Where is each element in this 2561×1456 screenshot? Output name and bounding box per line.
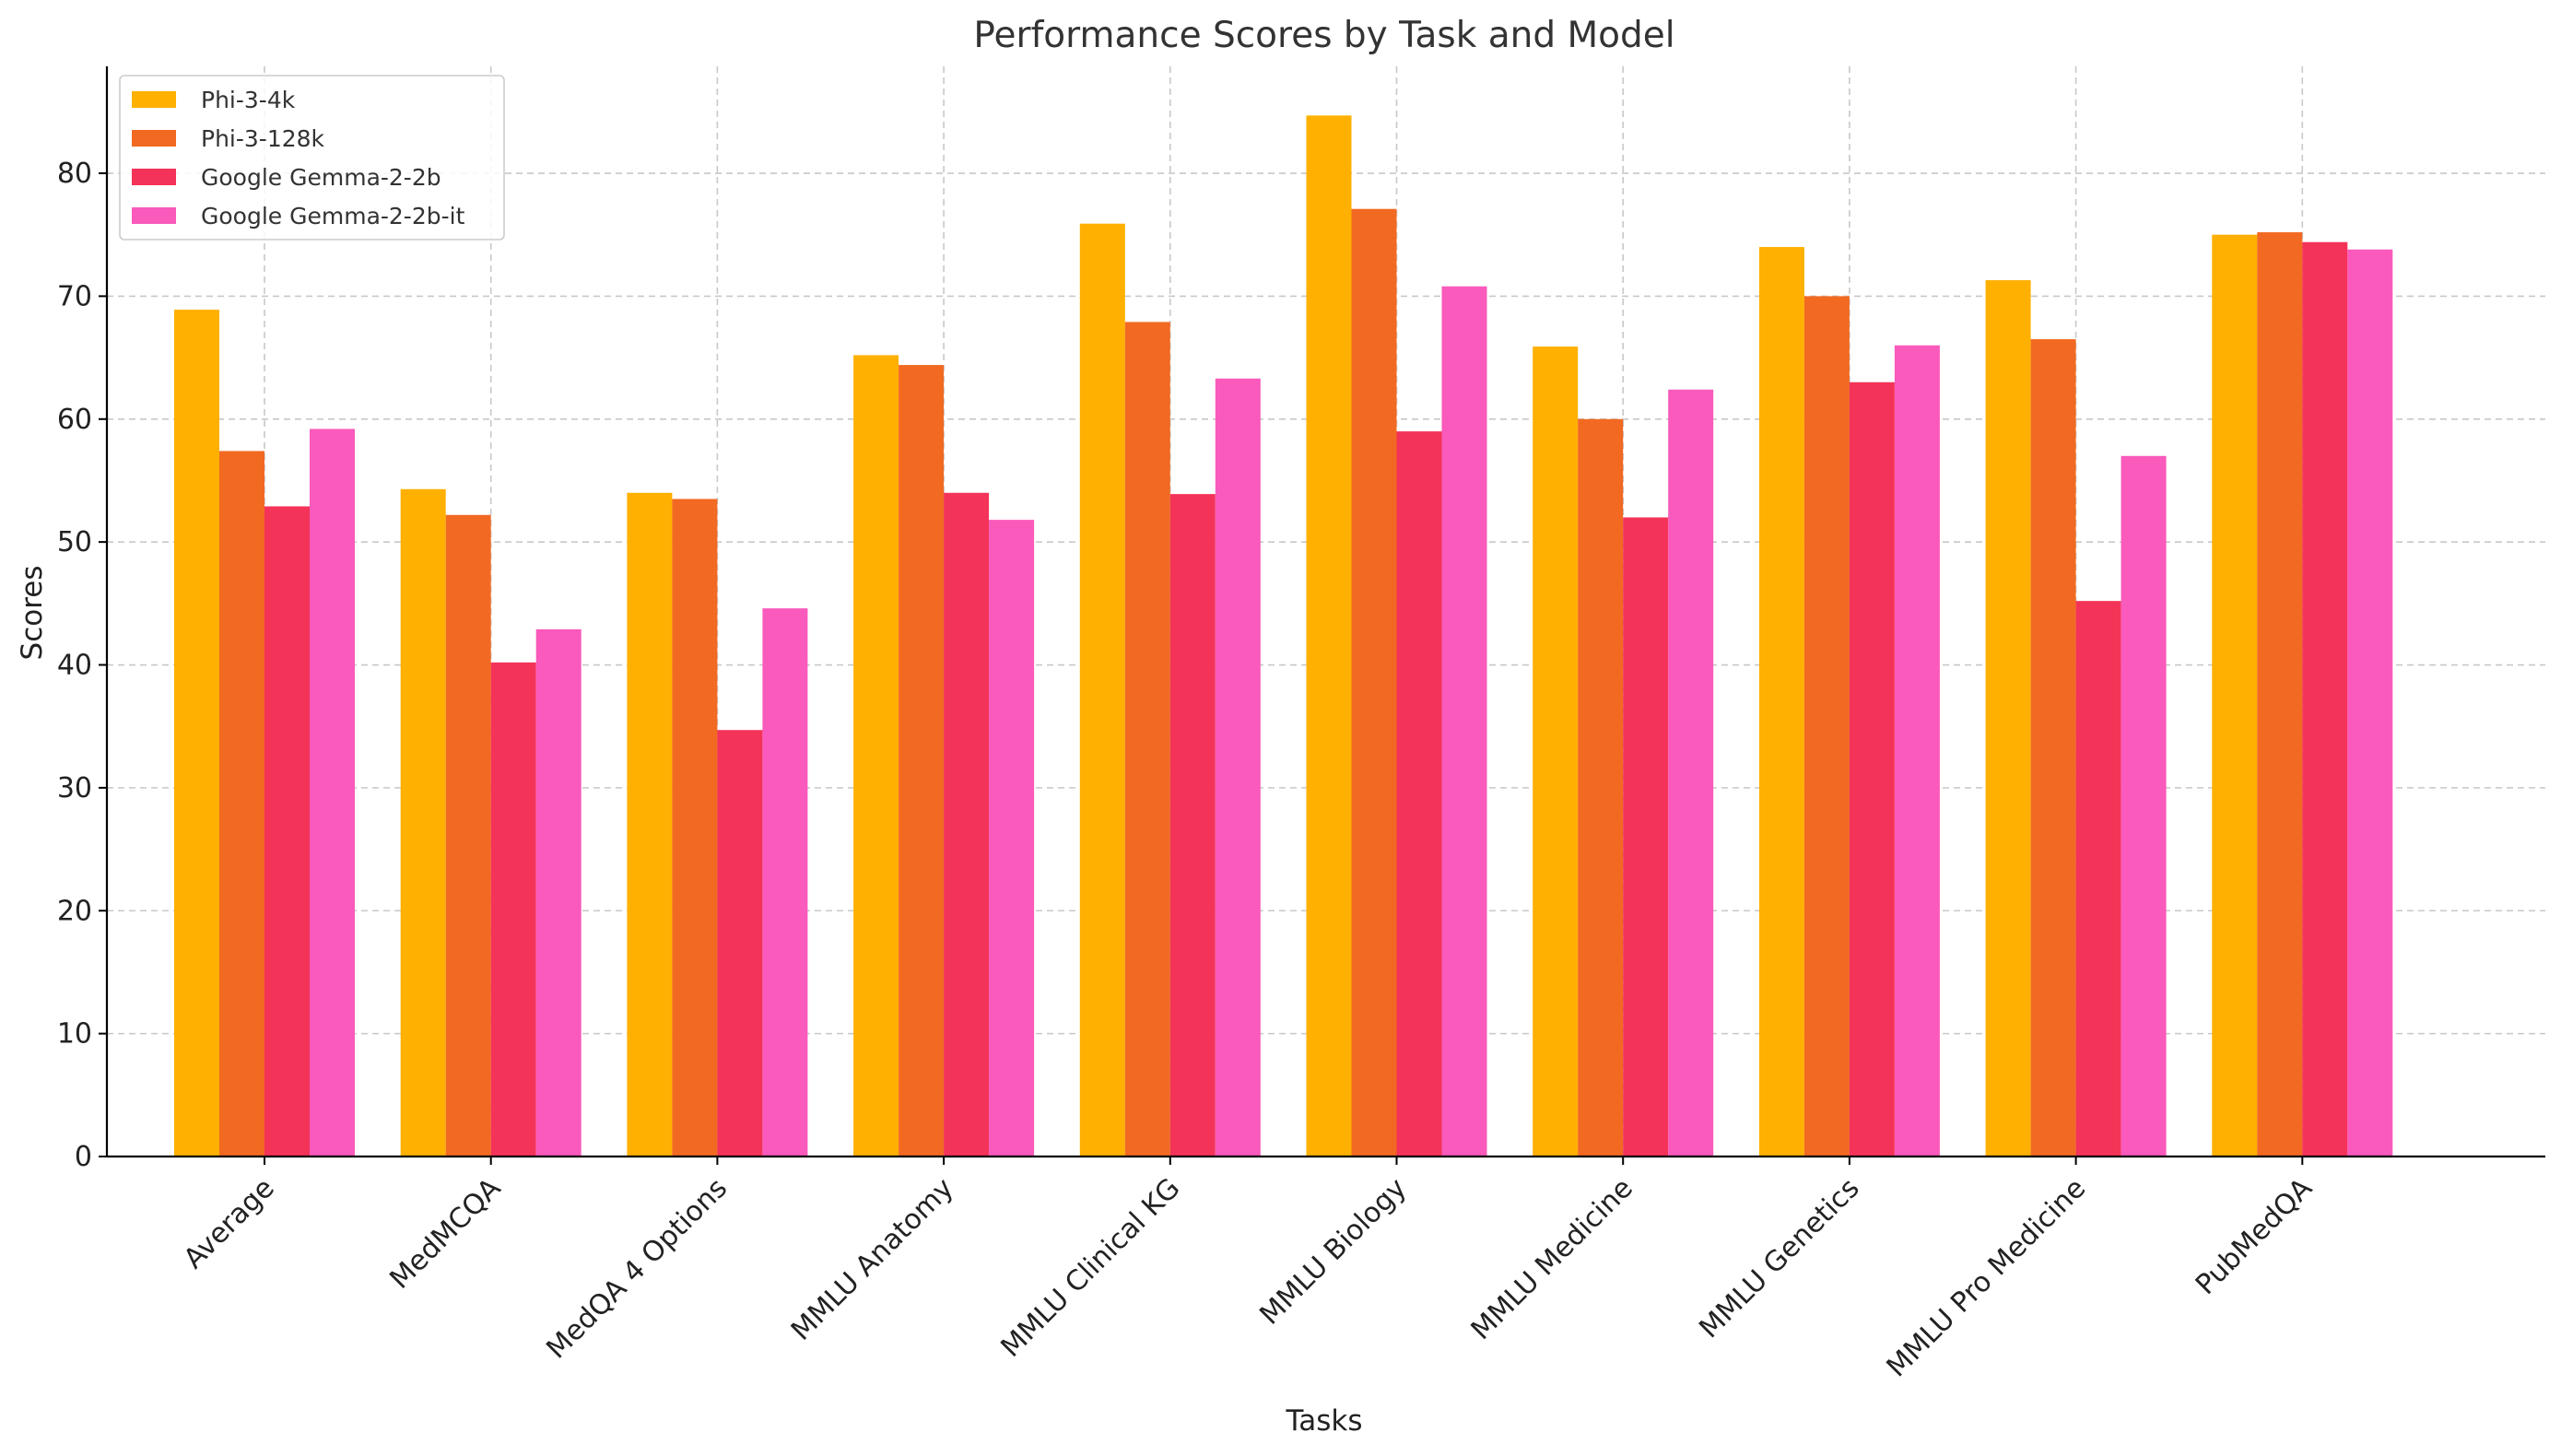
- bar: [2075, 601, 2121, 1157]
- y-tick-label: 20: [57, 895, 92, 927]
- axes: [105, 66, 2545, 1158]
- legend: Phi-3-4k Phi-3-128k Google Gemma-2-2b Googl…: [119, 75, 505, 241]
- bar: [1623, 517, 1669, 1157]
- legend-label: Google Gemma-2-2b: [201, 164, 441, 191]
- y-tick-label: 80: [57, 158, 92, 190]
- legend-swatch: [132, 91, 176, 108]
- bar: [1578, 418, 1624, 1157]
- legend-label: Google Gemma-2-2b-it: [201, 203, 465, 229]
- y-tick-label: 40: [57, 650, 92, 682]
- y-ticks: 0 10 20 30 40 50 60 70 80: [57, 158, 107, 1173]
- bar: [535, 628, 582, 1157]
- bar: [310, 429, 355, 1157]
- legend-box: [119, 75, 505, 241]
- y-tick-label: 30: [57, 772, 92, 804]
- bar: [174, 310, 219, 1157]
- y-tick-label: 10: [57, 1018, 92, 1051]
- x-ticks: Average MedMCQA MedQA 4 Options MMLU Anatom…: [178, 1157, 2319, 1384]
- y-tick-label: 50: [57, 526, 92, 558]
- x-tick-label: MMLU Clinical KG: [994, 1172, 1186, 1364]
- legend-label: Phi-3-128k: [201, 125, 325, 152]
- bar: [672, 499, 718, 1157]
- bar: [717, 730, 763, 1157]
- bar: [1306, 115, 1352, 1157]
- legend-label: Phi-3-4k: [201, 87, 296, 113]
- bar: [1215, 378, 1261, 1157]
- legend-swatch: [132, 207, 176, 224]
- bar: [490, 662, 536, 1157]
- bars: [174, 115, 2393, 1157]
- bar: [1803, 296, 1850, 1157]
- bar: [1533, 346, 1579, 1157]
- bar: [1169, 494, 1216, 1157]
- bar: [1124, 322, 1170, 1157]
- bar: [1668, 389, 1714, 1157]
- bar: [1758, 247, 1804, 1157]
- bar: [445, 514, 491, 1157]
- y-axis-label: Scores: [16, 566, 49, 661]
- bar: [400, 488, 446, 1157]
- y-tick-label: 0: [75, 1141, 92, 1173]
- bar: [1079, 223, 1125, 1157]
- bar: [899, 365, 945, 1157]
- bar: [219, 451, 264, 1157]
- bar: [2030, 339, 2076, 1157]
- y-tick-label: 60: [57, 404, 92, 436]
- bar: [2257, 232, 2303, 1157]
- bar: [1441, 286, 1487, 1157]
- x-tick-label: Average: [178, 1172, 281, 1275]
- bar: [2212, 234, 2258, 1157]
- bar: [1849, 382, 1895, 1157]
- bar: [2120, 455, 2167, 1157]
- x-tick-label: MedMCQA: [383, 1172, 507, 1296]
- bar: [1351, 208, 1397, 1157]
- x-tick-label: MMLU Medicine: [1465, 1172, 1639, 1346]
- x-tick-label: PubMedQA: [2190, 1172, 2319, 1301]
- bar: [944, 492, 990, 1157]
- x-tick-label: MMLU Biology: [1253, 1172, 1413, 1332]
- chart-title: Performance Scores by Task and Model: [973, 15, 1674, 56]
- bar: [264, 506, 310, 1157]
- bar: [989, 520, 1035, 1157]
- bar: [853, 355, 899, 1157]
- x-axis-label: Tasks: [1285, 1404, 1362, 1438]
- bar: [2302, 241, 2348, 1157]
- x-tick-label: MMLU Genetics: [1693, 1172, 1865, 1344]
- bar: [2347, 249, 2393, 1157]
- x-tick-label: MMLU Anatomy: [785, 1172, 960, 1347]
- bar: [762, 608, 808, 1157]
- legend-swatch: [132, 169, 176, 185]
- bar: [1396, 431, 1442, 1157]
- bar: [1985, 280, 2031, 1157]
- legend-swatch: [132, 130, 176, 147]
- y-tick-label: 70: [57, 280, 92, 312]
- x-tick-label: MedQA 4 Options: [540, 1172, 734, 1366]
- bar: [1894, 345, 1940, 1157]
- bar: [627, 492, 673, 1157]
- x-tick-label: MMLU Pro Medicine: [1881, 1172, 2093, 1384]
